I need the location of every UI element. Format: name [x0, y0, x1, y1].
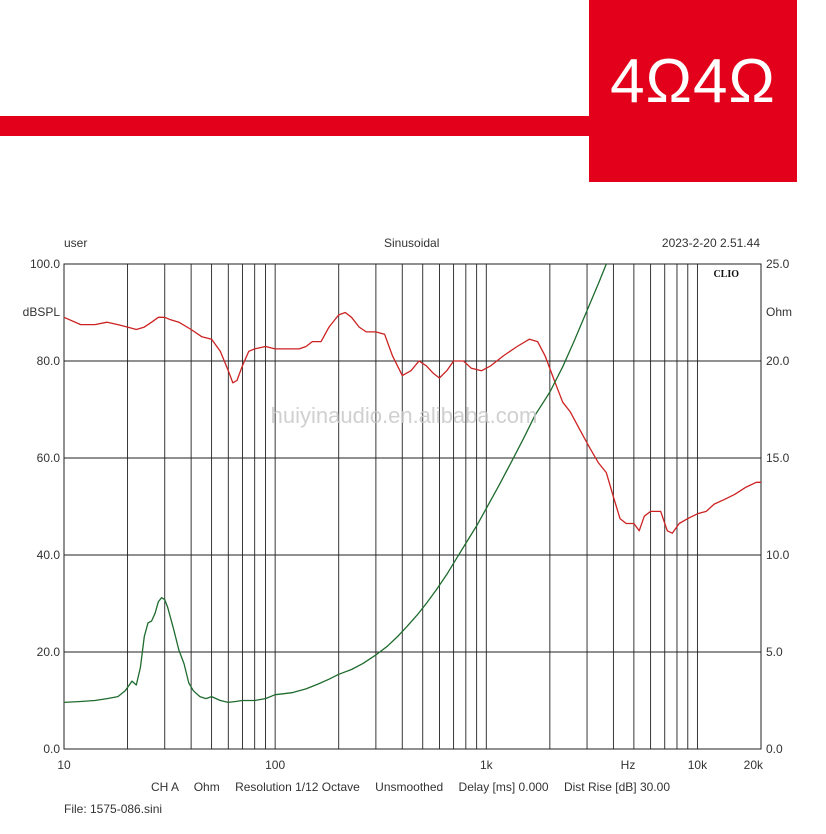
footer-channel: CH A — [151, 780, 179, 794]
x-tick-label: 10k — [688, 758, 708, 772]
y-right-tick-label: 0.0 — [766, 742, 783, 756]
x-tick-label: 20k — [744, 758, 764, 772]
y-right-tick-label: 10.0 — [766, 548, 790, 562]
y-right-axis-label: Ohm — [766, 305, 792, 319]
plot-frame — [63, 263, 762, 750]
y-left-tick-label: 40.0 — [37, 548, 61, 562]
watermark-text: huiyinaudio.en.alibaba.com — [271, 403, 538, 428]
footer-delay: Delay [ms] 0.000 — [458, 780, 549, 794]
footer-smoothing: Unsmoothed — [375, 780, 444, 794]
x-tick-label: 100 — [265, 758, 285, 772]
brand-logo: 4Ω4Ω — [589, 0, 797, 182]
y-right-tick-label: 15.0 — [766, 451, 790, 465]
y-left-tick-label: 80.0 — [37, 354, 61, 368]
y-left-tick-label: 100.0 — [30, 257, 60, 271]
header-mode: Sinusoidal — [384, 236, 440, 250]
footer-file: File: 1575-086.sini — [64, 802, 163, 816]
header-timestamp: 2023-2-20 2.51.44 — [661, 236, 760, 250]
clio-brand-label: CLIO — [713, 269, 739, 280]
x-tick-label: 10 — [57, 758, 71, 772]
spl-series-line — [64, 311, 761, 534]
logo-text: 4Ω4Ω — [610, 46, 776, 116]
y-left-tick-label: 20.0 — [37, 645, 61, 659]
footer-dist-rise: Dist Rise [dB] 30.00 — [563, 780, 670, 794]
footer-settings: CH A Ohm Resolution 1/12 Octave Unsmooth… — [151, 780, 670, 794]
y-left-tick-label: 0.0 — [43, 742, 60, 756]
x-tick-label: 1k — [480, 758, 494, 772]
y-left-tick-label: 60.0 — [37, 451, 61, 465]
impedance-series-line — [64, 264, 607, 704]
footer-resolution: Resolution 1/12 Octave — [235, 780, 360, 794]
y-right-tick-label: 5.0 — [766, 645, 783, 659]
header-user: user — [64, 236, 88, 250]
y-right-tick-label: 25.0 — [766, 257, 790, 271]
y-left-axis-label: dBSPL — [23, 305, 61, 319]
footer-unit: Ohm — [193, 780, 220, 794]
y-right-tick-label: 20.0 — [766, 354, 790, 368]
red-header-band — [0, 116, 600, 136]
x-axis-unit-label: Hz — [621, 758, 636, 772]
